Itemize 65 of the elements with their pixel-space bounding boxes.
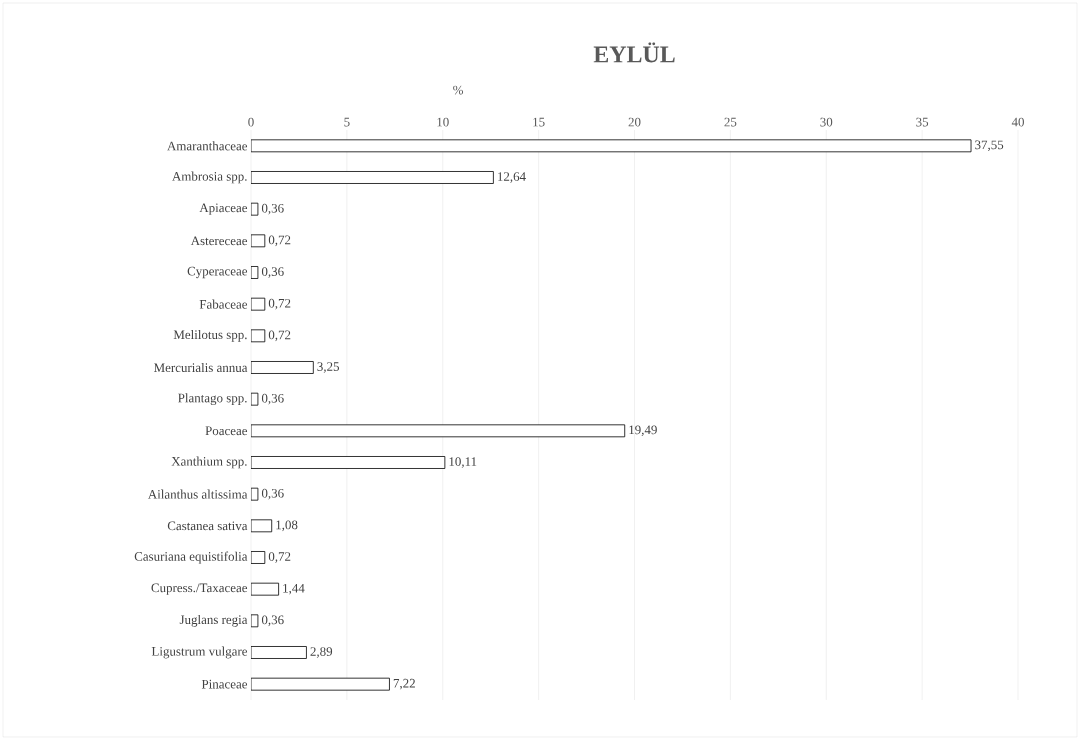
data-label: 0,36 [261,393,284,405]
y-tick-label: Amaranthaceae [167,141,248,151]
data-label: 12,64 [498,172,526,183]
data-label: 1,44 [283,583,305,595]
y-tick-label: Casuriana equistifolia [134,551,248,564]
bar [251,202,259,216]
y-tick-label: Astereceae [190,236,248,246]
x-tick-label: 0 [248,117,254,127]
bar [251,551,266,564]
bar [251,487,259,501]
bar [251,297,266,311]
y-tick-label: Cupress./Taxaceae [151,583,248,595]
y-tick-label: Mercurialis annua [154,362,248,373]
x-tick-label: 10 [437,117,449,127]
y-tick-label: Cyperaceae [187,266,248,279]
x-tick-label: 15 [533,117,545,127]
x-tick-label: 25 [724,117,737,127]
bar [251,171,494,184]
y-tick-label: Ligustrum vulgare [151,646,248,659]
x-axis-title: % [453,85,464,95]
data-label: 19,49 [629,425,657,437]
y-tick-label: Juglans regia [179,614,248,627]
bar [251,519,273,533]
bar [251,234,266,248]
data-label: 0,72 [268,552,291,563]
x-tick-label: 30 [820,117,833,127]
data-label: 1,08 [276,520,298,532]
y-tick-label: Fabaceae [199,299,248,309]
y-tick-label: Castanea sativa [167,521,248,531]
x-tick-label: 5 [344,117,350,127]
bar [251,392,259,406]
x-tick-label: 20 [628,117,641,127]
data-label: 37,55 [975,140,1004,152]
data-label: 0,72 [268,235,291,247]
y-tick-label: Plantago spp. [178,393,247,406]
data-label: 0,36 [261,267,284,278]
bar [251,677,390,691]
data-label: 0,72 [268,330,291,342]
data-label: 10,11 [449,457,477,468]
x-tick-label: 40 [1011,117,1024,127]
y-tick-label: Ailanthus altissima [147,489,248,499]
bar [251,582,280,596]
y-tick-label: Apiaceae [199,203,248,215]
data-label: 0,72 [268,298,291,310]
bar [251,646,307,659]
y-tick-label: Xanthium spp. [171,456,247,469]
data-label: 0,36 [261,615,284,627]
y-tick-label: Pinaceae [201,679,248,689]
chart-title: EYLÜL [593,42,675,63]
y-tick-label: Ambrosia spp. [172,171,247,184]
data-label: 7,22 [393,678,415,690]
bar [251,614,259,628]
y-tick-label: Melilotus spp. [173,329,247,342]
bar [251,139,972,153]
bar [251,361,314,374]
data-label: 3,25 [317,362,340,373]
bar [251,266,259,279]
data-label: 0,36 [261,203,284,215]
bar [251,424,626,438]
y-tick-label: Poaceae [205,426,248,436]
bar [251,456,446,469]
bar [251,329,266,343]
x-tick-label: 35 [916,117,929,127]
data-label: 0,36 [261,488,284,500]
data-label: 2,89 [310,647,333,658]
